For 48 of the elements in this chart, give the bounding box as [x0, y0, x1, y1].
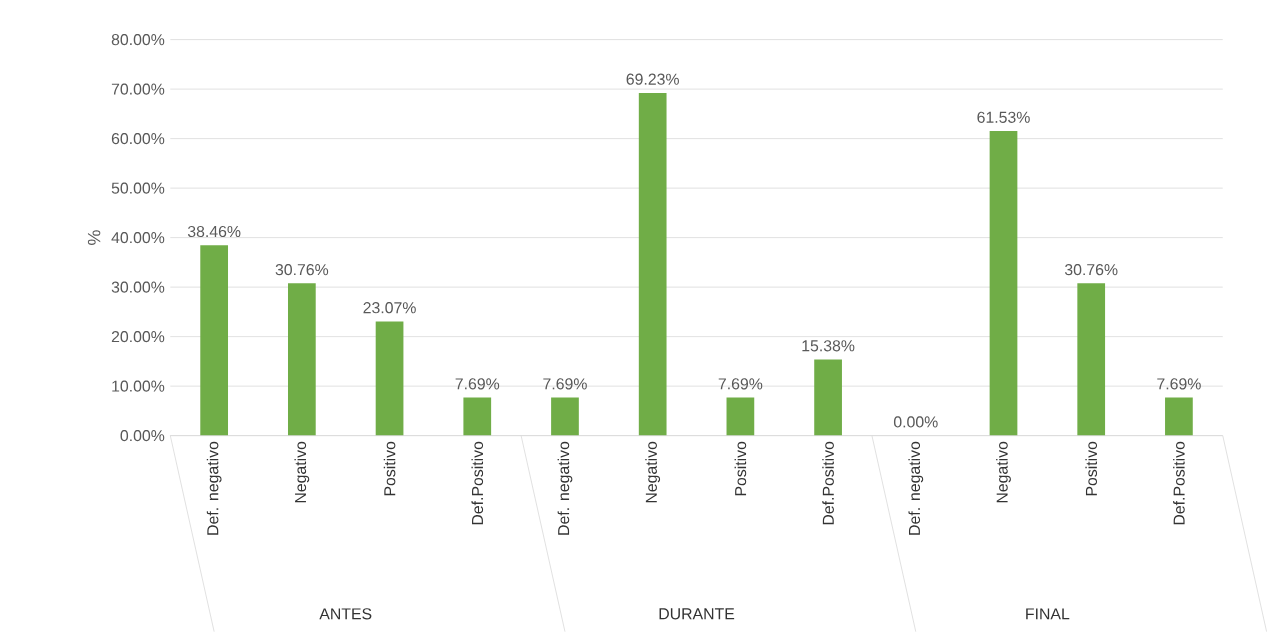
bar — [638, 93, 667, 436]
bar — [200, 245, 229, 436]
bar — [1077, 283, 1106, 436]
y-tick-label: 80.00% — [111, 34, 165, 46]
bar — [463, 397, 492, 436]
y-tick-label: 10.00% — [112, 380, 165, 392]
data-label: 38.46% — [187, 226, 241, 238]
y-tick-label: 70.00% — [111, 83, 165, 95]
data-label: 7.69% — [543, 378, 587, 390]
data-label: 7.69% — [455, 378, 500, 390]
x-tick-label: Negativo — [645, 442, 661, 503]
data-label: 0.00% — [893, 416, 938, 428]
x-tick-label: Def.Positivo — [822, 442, 834, 525]
x-tick-label: Positivo — [383, 442, 396, 496]
data-label: 61.53% — [977, 111, 1030, 124]
x-tick-label: Def.Positivo — [471, 442, 484, 525]
data-label: 7.69% — [1157, 378, 1201, 390]
text: FINAL — [1026, 608, 1070, 620]
y-axis-title: % — [87, 230, 101, 246]
bar — [287, 283, 316, 436]
data-label: 69.23% — [626, 73, 679, 85]
y-tick-label: 20.00% — [111, 331, 165, 343]
x-tick-label: Def. negativo — [557, 442, 573, 535]
x-tick-label: Positivo — [734, 442, 747, 496]
x-tick-label: Negativo — [996, 442, 1011, 503]
text: ANTES — [319, 608, 372, 620]
bar — [814, 359, 842, 436]
y-tick-label: 30.00% — [111, 281, 165, 293]
text: DURANTE — [659, 608, 735, 620]
x-tick-label: Positivo — [1085, 442, 1098, 496]
x-tick-label: Def. negativo — [908, 442, 924, 535]
x-tick-label: Def. negativo — [206, 442, 222, 535]
y-tick-label: 0.00% — [120, 430, 165, 442]
data-label: 23.07% — [363, 302, 416, 314]
x-tick-label: Negativo — [294, 442, 310, 503]
y-tick-label: 40.00% — [111, 232, 165, 244]
data-label: 15.38% — [802, 340, 855, 352]
x-tick-label: Def.Positivo — [1173, 442, 1185, 525]
bar — [375, 321, 404, 436]
data-label: 30.76% — [275, 264, 329, 276]
bar — [551, 397, 579, 436]
data-label: 30.76% — [1064, 264, 1118, 276]
bar — [726, 397, 755, 436]
y-tick-label: 50.00% — [111, 182, 165, 194]
bar — [1165, 397, 1193, 436]
data-label: 7.69% — [718, 378, 763, 390]
y-tick-label: 60.00% — [111, 133, 165, 145]
bar — [989, 131, 1018, 436]
